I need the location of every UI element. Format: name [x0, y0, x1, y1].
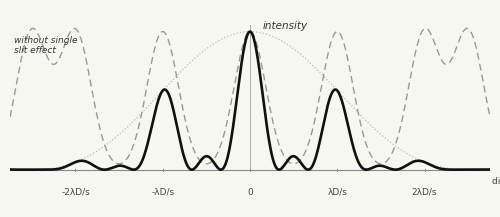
- Text: without single
slit effect: without single slit effect: [14, 36, 78, 55]
- Text: distance from centre: distance from centre: [492, 177, 500, 186]
- Text: intensity: intensity: [263, 21, 308, 31]
